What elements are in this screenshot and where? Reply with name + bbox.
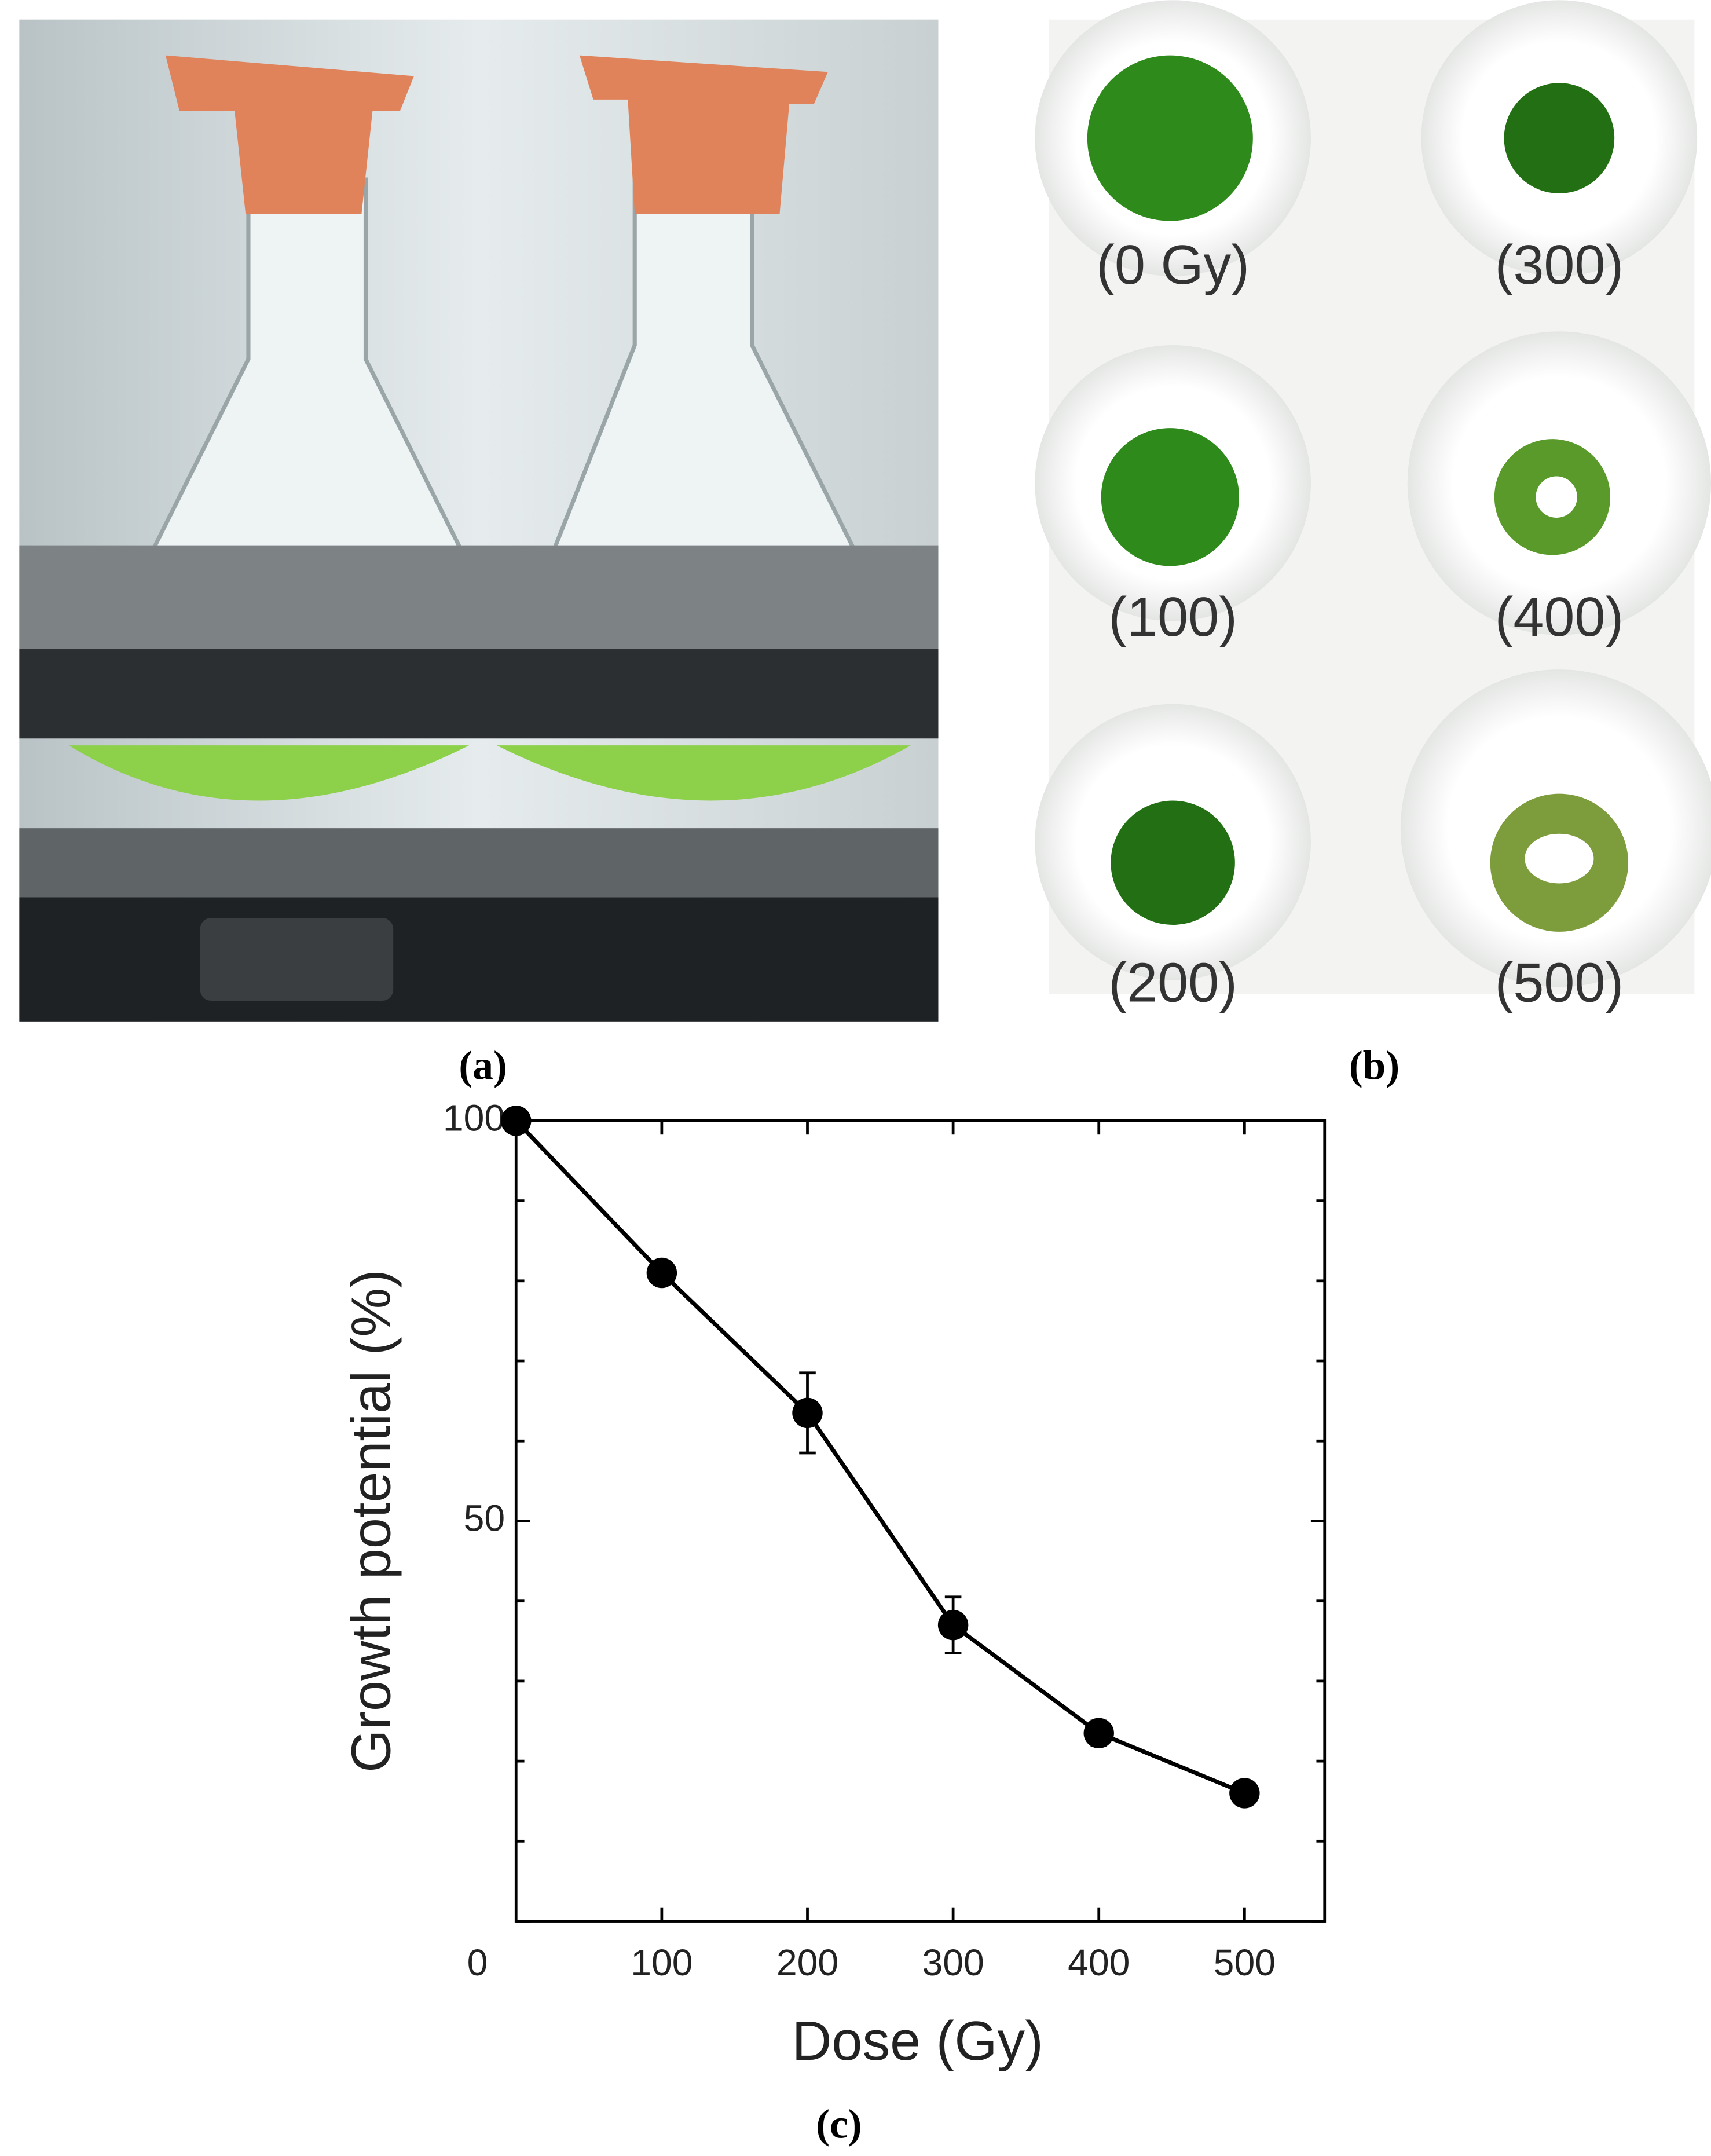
photo-flasks: [19, 19, 939, 1022]
y-axis-label: Growth potential (%): [340, 1269, 402, 1773]
data-point: [501, 1106, 532, 1136]
data-point: [646, 1257, 677, 1289]
panel-label: (b): [1349, 1043, 1399, 1089]
dish-label: (0 Gy): [1096, 235, 1250, 296]
panel-label: (c): [816, 2101, 862, 2147]
data-point: [792, 1397, 823, 1429]
x-tick-label: 300: [922, 1942, 984, 1983]
panel-label: (a): [459, 1043, 507, 1089]
y-tick-label: 100: [443, 1097, 505, 1139]
y-tick-label: 50: [464, 1497, 505, 1539]
dish-label: (300): [1495, 235, 1624, 296]
data-line: [514, 1119, 1245, 1795]
dish-label: (200): [1108, 952, 1237, 1013]
dish-label: (400): [1495, 587, 1624, 648]
data-point: [937, 1609, 969, 1641]
x-tick-label: 500: [1214, 1942, 1276, 1983]
data-point: [1229, 1778, 1260, 1809]
plot-frame: [514, 1119, 1327, 1923]
data-point: [1083, 1718, 1114, 1748]
x-tick-label: 100: [631, 1942, 693, 1983]
x-tick-label: 200: [776, 1942, 838, 1983]
dish-label: (500): [1495, 952, 1624, 1013]
x-tick-label: 400: [1068, 1942, 1130, 1983]
photo-dishes: [1035, 0, 1711, 994]
y-tick-label: 0: [467, 1942, 488, 1983]
dish-label: (100): [1108, 587, 1237, 648]
x-axis-label: Dose (Gy): [792, 2011, 1043, 2072]
